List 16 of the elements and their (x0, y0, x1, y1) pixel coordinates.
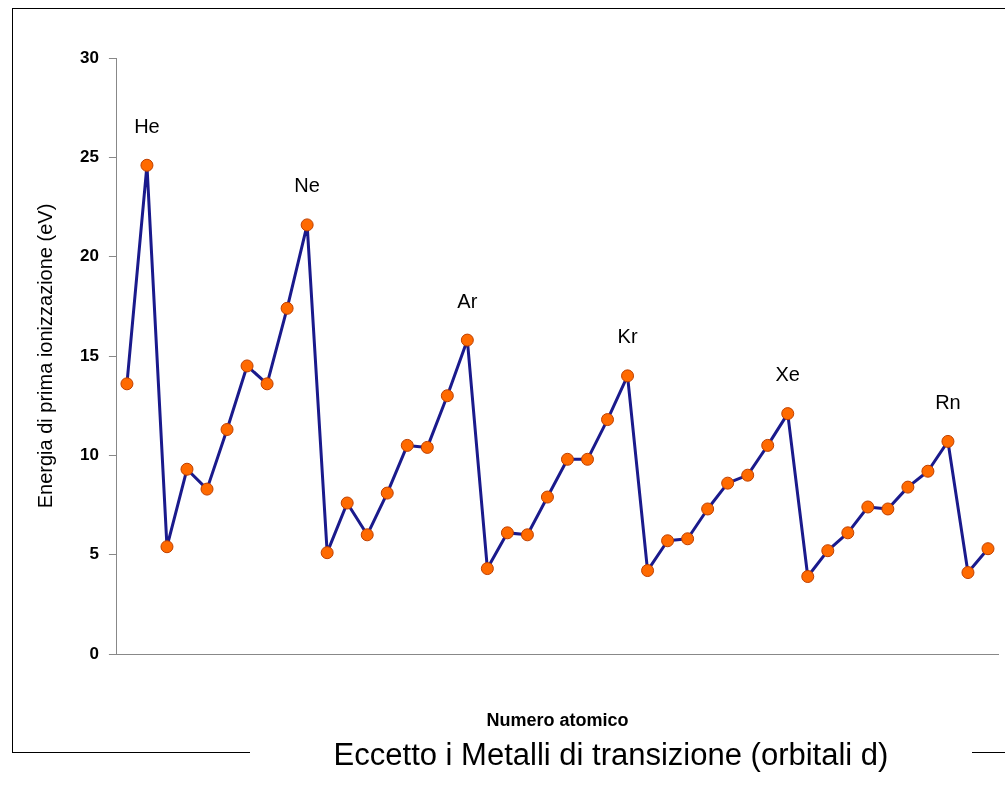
data-label: He (134, 114, 160, 137)
y-tick-label: 30 (79, 47, 99, 67)
y-tick-label: 10 (79, 445, 99, 465)
y-tick-label: 20 (79, 246, 99, 266)
data-label: Xe (775, 363, 800, 386)
data-label: Kr (617, 325, 638, 348)
data-label: Ar (457, 289, 478, 312)
data-label: Ne (294, 174, 320, 197)
y-tick-label: 0 (89, 643, 99, 663)
data-label: Rn (935, 390, 961, 413)
y-tick-label: 15 (79, 345, 99, 365)
y-tick-label: 5 (89, 544, 99, 564)
y-tick-label: 25 (79, 147, 99, 167)
x-axis-title: Numero atomico (486, 710, 629, 731)
y-axis-title: Energia di prima ionizzazione (eV) (33, 203, 56, 509)
text: Eccetto i Metalli di transizione (orbitali d) (250, 735, 972, 775)
